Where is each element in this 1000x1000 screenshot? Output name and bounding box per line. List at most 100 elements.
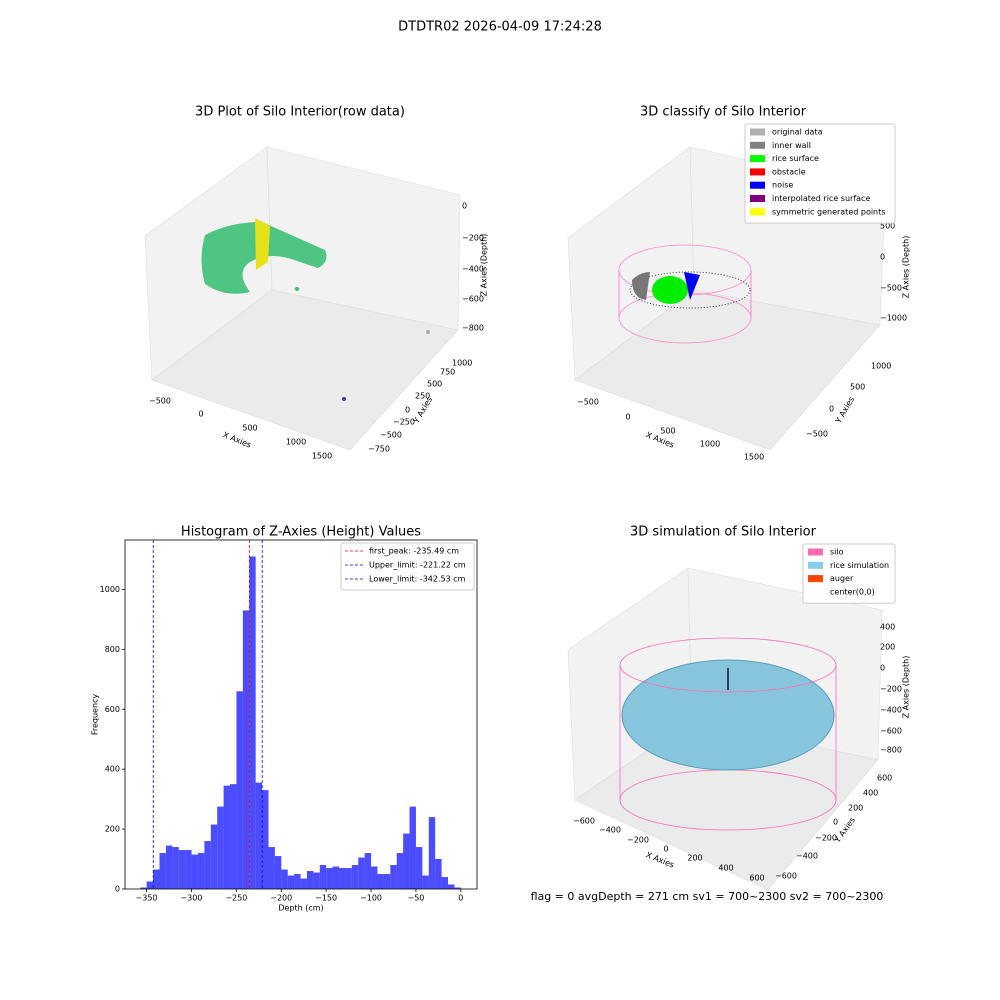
silo-wire: [619, 637, 837, 693]
bar: [178, 850, 186, 889]
legend-swatch: [750, 195, 765, 202]
bar: [249, 556, 256, 889]
legend-label: interpolated rice surface: [772, 194, 870, 203]
bar: [223, 785, 231, 889]
tick-label: 1000: [286, 438, 306, 447]
panel-title: Histogram of Z-Axies (Height) Values: [181, 525, 421, 540]
bar: [204, 841, 211, 889]
legend-swatch: [750, 155, 765, 163]
bar: [454, 887, 461, 889]
panel-3d-3: [567, 567, 883, 891]
x-tick-label: −300: [180, 894, 202, 903]
legend-swatch: [750, 141, 765, 149]
tick-label: 500: [850, 383, 865, 392]
bar: [441, 877, 449, 889]
legend-label: rice surface: [772, 154, 819, 163]
bar: [428, 817, 436, 889]
tick-label: 0: [625, 413, 630, 422]
bar: [371, 866, 378, 889]
rice-points: [652, 276, 688, 304]
tick-label: 1000: [871, 362, 891, 371]
x-tick-label: −350: [136, 894, 158, 903]
tick-label: 600: [749, 874, 764, 883]
legend-swatch: [808, 575, 823, 583]
point-cloud: [255, 218, 270, 270]
legend-label: rice simulation: [830, 561, 889, 570]
bar: [319, 865, 327, 889]
tick-label: 0: [663, 845, 668, 854]
panel-title: 3D classify of Silo Interior: [640, 105, 807, 120]
bar: [345, 868, 352, 889]
x-tick-label: −200: [270, 894, 292, 903]
x-tick-label: −100: [360, 894, 382, 903]
legend-label: original data: [772, 128, 823, 137]
bar: [255, 782, 263, 889]
tick-label: −600: [573, 817, 595, 826]
y-tick-label: 400: [105, 765, 120, 774]
tick-label: −750: [368, 445, 390, 454]
tick-label: −200: [627, 836, 649, 845]
bar: [364, 853, 372, 889]
tick-label: −200: [815, 834, 837, 843]
bar: [300, 878, 307, 889]
point: [295, 287, 299, 291]
tick-label: −1000: [880, 314, 907, 323]
tick-label: 1000: [700, 440, 720, 449]
bar: [390, 865, 397, 889]
y-tick-label: 0: [115, 885, 120, 894]
tick-label: −600: [775, 872, 797, 881]
bar: [415, 847, 423, 889]
bar: [230, 784, 237, 889]
bar: [377, 874, 384, 889]
wall-points: [632, 272, 650, 300]
x-tick-label: −250: [225, 894, 247, 903]
tick-label: −500: [806, 430, 828, 439]
y-tick-label: 600: [105, 705, 120, 714]
tick-label: 500: [242, 424, 257, 433]
bar: [287, 875, 295, 889]
bar: [217, 806, 224, 889]
legend-swatch: [808, 561, 823, 569]
tick-label: −400: [462, 265, 484, 274]
bar: [396, 853, 404, 889]
bar: [403, 833, 410, 889]
x-tick-label: −50: [407, 894, 424, 903]
noise-points: [684, 272, 700, 300]
tick-label: −500: [880, 284, 902, 293]
tick-label: −600: [462, 295, 484, 304]
rice-surface: [621, 659, 835, 771]
tick-label: 200: [880, 643, 895, 652]
tick-label: −800: [462, 324, 484, 333]
tick-label: 1500: [744, 453, 764, 462]
legend-label: silo: [830, 548, 844, 557]
axis-label: Depth (cm): [278, 904, 323, 913]
point: [342, 397, 346, 401]
axes-frame: [124, 539, 478, 890]
bar: [383, 874, 391, 889]
y-tick-label: 200: [105, 825, 120, 834]
legend-box: [744, 123, 896, 224]
panel-title: 3D Plot of Silo Interior(row data): [195, 105, 405, 120]
bar: [210, 824, 218, 889]
tick-label: 0: [829, 405, 834, 414]
bar: [339, 868, 346, 889]
y-tick-label: 1000: [100, 585, 120, 594]
bar: [197, 853, 205, 889]
tick-label: 500: [880, 222, 895, 231]
legend-label: inner wall: [772, 141, 811, 150]
bar: [294, 874, 301, 889]
tick-label: 400: [718, 864, 733, 873]
tick-label: 1000: [452, 359, 472, 368]
tick-label: 0: [198, 410, 203, 419]
x-tick-label: −150: [315, 894, 337, 903]
bar: [262, 790, 269, 889]
bar: [409, 806, 416, 889]
bar: [146, 881, 154, 889]
axis-label: Z Axies (Depth): [902, 236, 911, 299]
legend-swatch: [750, 168, 765, 176]
bar: [140, 887, 147, 889]
bar: [351, 865, 359, 889]
bar: [172, 847, 179, 889]
tick-label: 200: [687, 854, 702, 863]
tick-label: 600: [877, 774, 892, 783]
